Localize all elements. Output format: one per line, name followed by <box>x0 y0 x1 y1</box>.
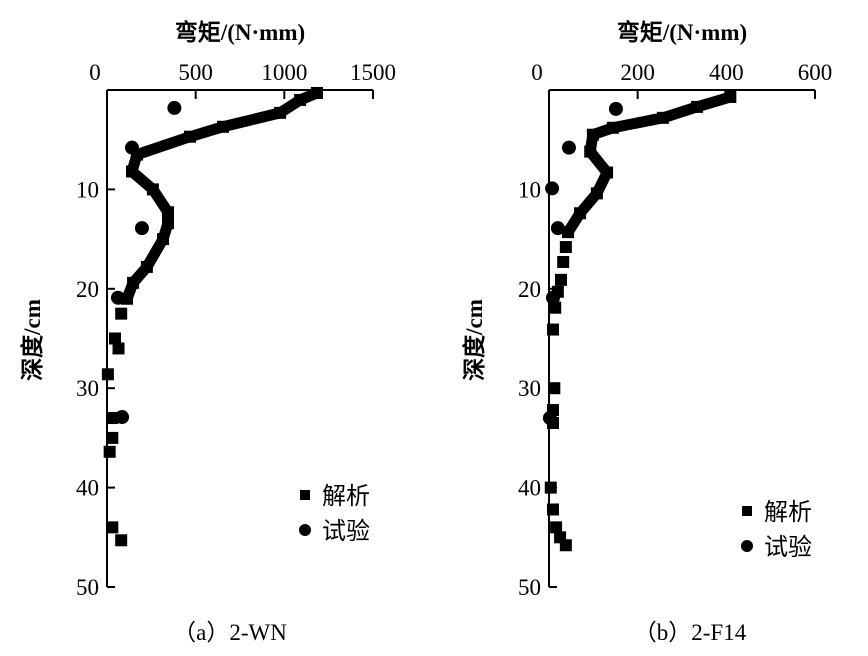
series-line <box>563 91 732 236</box>
y-tick-label: 40 <box>76 476 99 501</box>
x-tick-label: 500 <box>178 60 213 85</box>
data-point-square <box>590 187 603 200</box>
data-point-square <box>601 166 614 179</box>
legend-label: 试验 <box>764 534 812 561</box>
data-point-square <box>126 165 139 178</box>
x-tick-label: 0 <box>89 60 101 85</box>
chart-panel-b: 0 200 400 600 10 20 30 40 50 弯矩/(N·mm) 深度/cm （b）2-F… <box>461 19 832 645</box>
data-point-circle <box>542 411 557 426</box>
y-tick-label: 30 <box>518 376 541 401</box>
x-tick-label: 1000 <box>261 60 307 85</box>
legend-marker-square <box>742 506 752 516</box>
y-tick-label: 40 <box>518 476 541 501</box>
data-point-square <box>140 260 153 273</box>
data-point-square <box>108 332 121 345</box>
data-point-square <box>106 431 119 444</box>
x-axis-label: 弯矩/(N·mm) <box>175 19 305 45</box>
chart-panel-a: 0 500 1000 1500 10 20 30 40 50 弯矩/(N·mm) 深度/cm （a）2… <box>19 19 396 645</box>
data-point-square <box>112 342 125 355</box>
data-point-square <box>546 323 559 336</box>
legend-label: 解析 <box>764 499 812 526</box>
data-point-square <box>162 217 175 230</box>
y-tick-label: 10 <box>518 177 541 202</box>
data-point-square <box>656 111 669 124</box>
x-axis-label: 弯矩/(N·mm) <box>617 19 747 45</box>
data-point-square <box>103 445 116 458</box>
data-point-circle <box>125 140 140 155</box>
x-tick-label: 0 <box>531 60 543 85</box>
data-point-square <box>101 368 114 381</box>
data-point-circle <box>561 140 576 155</box>
chart-caption: （a）2-WN <box>173 620 287 645</box>
data-point-square <box>562 226 575 239</box>
data-point-square <box>544 481 557 494</box>
data-point-square <box>559 241 572 254</box>
y-tick-label: 50 <box>76 575 99 600</box>
series-analysis <box>101 86 323 547</box>
data-point-square <box>606 121 619 134</box>
data-point-square <box>274 106 287 119</box>
legend-marker-square <box>300 490 310 500</box>
data-point-square <box>106 521 119 534</box>
data-point-square <box>550 521 563 534</box>
chart-caption: （b）2-F14 <box>634 620 747 645</box>
data-point-circle <box>545 290 560 305</box>
y-tick-label: 20 <box>518 277 541 302</box>
data-point-square <box>106 412 119 425</box>
data-point-square <box>548 382 561 395</box>
x-tick-label: 1500 <box>350 60 396 85</box>
data-point-square <box>586 128 599 141</box>
data-point-square <box>115 307 128 320</box>
data-point-square <box>183 130 196 143</box>
data-point-circle <box>608 101 623 116</box>
legend-label: 试验 <box>322 518 370 545</box>
y-tick-label: 50 <box>518 575 541 600</box>
legend-marker-circle <box>299 524 311 536</box>
data-point-square <box>127 276 140 289</box>
data-point-circle <box>545 181 560 196</box>
data-point-circle <box>110 290 125 305</box>
y-tick-label: 20 <box>76 277 99 302</box>
legend-marker-circle <box>741 540 753 552</box>
data-point-square <box>546 503 559 516</box>
data-point-square <box>294 93 307 106</box>
series-experiment <box>542 101 623 426</box>
data-point-circle <box>167 100 182 115</box>
data-point-square <box>557 255 570 268</box>
data-point-square <box>724 90 737 103</box>
data-point-square <box>584 145 597 158</box>
data-point-square <box>574 207 587 220</box>
data-point-circle <box>134 221 149 236</box>
data-point-square <box>162 206 175 219</box>
data-point-circle <box>115 410 130 425</box>
data-point-square <box>157 233 170 246</box>
data-point-square <box>146 183 159 196</box>
y-axis-label: 深度/cm <box>19 299 45 381</box>
y-tick-label: 10 <box>76 177 99 202</box>
data-point-square <box>554 273 567 286</box>
x-tick-label: 400 <box>709 60 744 85</box>
series-experiment <box>110 100 182 425</box>
y-axis-label: 深度/cm <box>461 299 487 381</box>
x-tick-label: 600 <box>798 60 833 85</box>
data-point-square <box>216 120 229 133</box>
data-point-square <box>115 534 128 547</box>
legend-label: 解析 <box>322 483 370 510</box>
x-tick-label: 200 <box>620 60 655 85</box>
series-analysis <box>544 90 737 552</box>
data-point-circle <box>550 221 565 236</box>
data-point-square <box>691 100 704 113</box>
data-point-square <box>310 86 323 99</box>
data-point-square <box>559 539 572 552</box>
y-tick-label: 30 <box>76 376 99 401</box>
